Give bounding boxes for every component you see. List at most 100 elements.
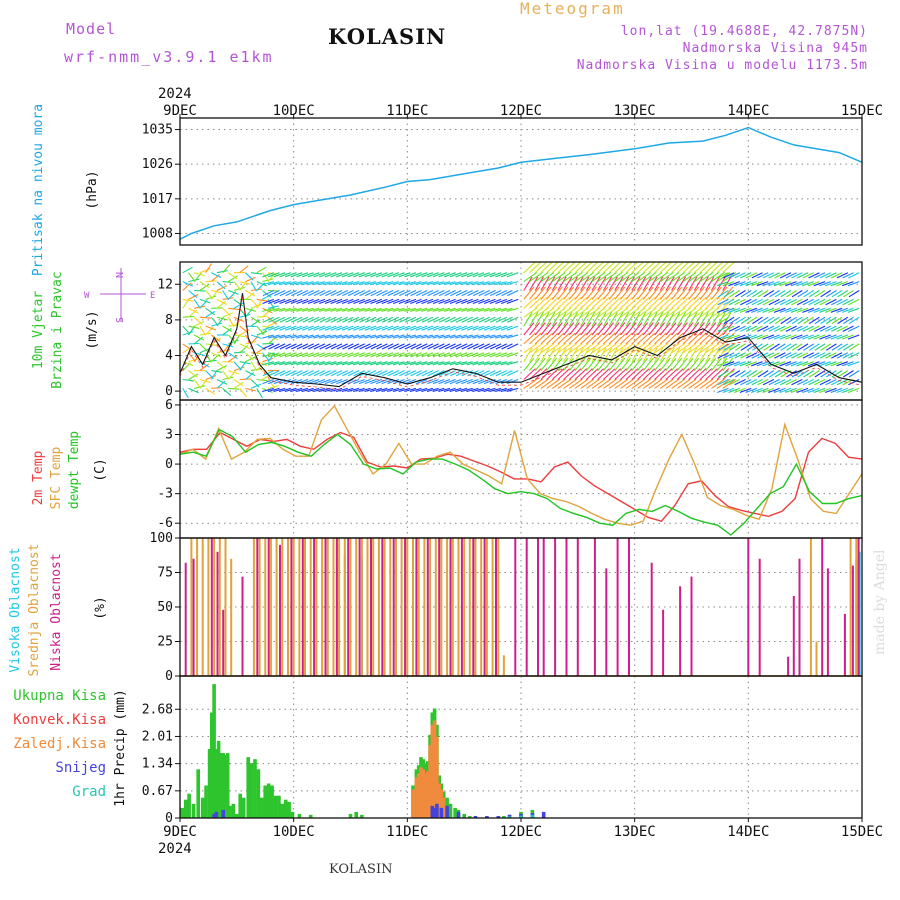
wind-arrow xyxy=(262,361,274,366)
wind-arrow xyxy=(591,368,605,380)
wind-arrow xyxy=(302,370,314,377)
wind-arrow xyxy=(370,387,382,393)
wind-arrow xyxy=(843,316,854,325)
wind-arrow xyxy=(404,316,417,323)
wind-arrow xyxy=(848,298,860,306)
wind-arrow xyxy=(625,286,637,300)
wind-arrow xyxy=(717,281,729,287)
wind-arrow xyxy=(752,290,763,298)
wind-arrow xyxy=(676,307,691,318)
wind-arrow xyxy=(659,312,669,327)
wind-arrow xyxy=(591,286,603,300)
wind-arrow xyxy=(358,387,371,393)
wind-arrow xyxy=(489,370,502,377)
wind-arrow xyxy=(808,290,820,298)
wind-arrow xyxy=(751,361,763,367)
wind-arrow xyxy=(848,379,860,386)
wind-arrow xyxy=(529,343,543,354)
wind-arrow xyxy=(540,322,552,336)
wind-arrow xyxy=(302,290,314,297)
wind-arrow xyxy=(313,316,326,323)
wind-arrow xyxy=(427,298,439,305)
wind-arrow xyxy=(472,334,485,339)
wind-arrow xyxy=(648,357,660,371)
wind-arrow xyxy=(489,272,502,278)
wind-arrow xyxy=(376,325,388,331)
wind-arrow xyxy=(347,361,360,366)
lon-lat-label: lon,lat (19.4688E, 42.7875N) xyxy=(620,24,868,39)
precip-bar xyxy=(246,757,250,818)
wind-arrow xyxy=(199,325,207,336)
wind-arrow xyxy=(296,343,309,350)
wind-arrow xyxy=(415,352,428,358)
wind-arrow xyxy=(239,361,251,365)
wind-arrow xyxy=(768,361,780,367)
wind-arrow xyxy=(233,381,244,389)
wind-arrow xyxy=(193,321,205,327)
wind-arrow xyxy=(268,298,280,305)
wind-arrow xyxy=(381,316,394,323)
wind-arrow xyxy=(194,289,206,292)
wind-arrow xyxy=(296,325,309,331)
wind-arrow xyxy=(193,379,202,389)
wind-arrow xyxy=(506,272,519,278)
wind-arrow xyxy=(847,307,860,313)
wind-arrow xyxy=(199,298,211,304)
high-cloud-axis-title: Visoka Oblacnost xyxy=(8,547,23,672)
wind-arrow xyxy=(455,343,468,350)
wind-arrow xyxy=(785,387,797,394)
wind-arrow xyxy=(642,332,656,345)
wind-arrow xyxy=(796,361,809,367)
wind-arrow xyxy=(205,290,214,300)
wind-arrow xyxy=(586,296,599,309)
wind-arrow xyxy=(665,307,680,318)
wind-arrow xyxy=(330,370,343,377)
wind-arrow xyxy=(757,370,769,378)
wind-arrow xyxy=(642,368,656,380)
wind-arrow xyxy=(836,387,848,394)
wind-arrow xyxy=(693,307,708,318)
wind-arrow xyxy=(734,334,746,340)
wind-arrow xyxy=(319,290,331,297)
wind-arrow xyxy=(250,303,262,309)
wind-arrow xyxy=(387,343,400,350)
wind-arrow xyxy=(352,281,365,286)
wind-arrow xyxy=(279,281,291,286)
wind-arrow xyxy=(500,361,513,366)
wind-arrow xyxy=(745,298,758,306)
wind-arrow xyxy=(825,343,837,351)
year-label-bottom: 2024 xyxy=(158,841,192,857)
wind-arrow xyxy=(819,361,831,367)
wind-arrow xyxy=(227,272,238,280)
precip-bar xyxy=(430,805,435,818)
wind-arrow xyxy=(740,370,752,378)
wind-arrow xyxy=(342,343,354,350)
wind-arrow xyxy=(193,334,205,341)
wind-arrow xyxy=(608,378,623,389)
wind-arrow xyxy=(847,334,860,340)
wind-arrow xyxy=(631,286,643,300)
wind-arrow xyxy=(347,387,360,393)
wind-arrow xyxy=(421,298,434,305)
wind-arrow xyxy=(330,334,343,339)
wind-arrow xyxy=(381,334,394,339)
wind-arrow xyxy=(642,276,652,291)
wind-arrow xyxy=(807,281,820,287)
wind-arrow xyxy=(421,281,434,286)
wind-arrow xyxy=(568,332,582,345)
x-tick-label-bottom: 12DEC xyxy=(500,824,542,840)
wind-arrow xyxy=(614,286,626,300)
wind-arrow xyxy=(648,343,663,354)
wind-arrow xyxy=(256,330,268,336)
wind-arrow xyxy=(654,378,669,389)
wind-arrow xyxy=(751,352,763,359)
wind-arrow xyxy=(399,316,411,323)
wind-arrow xyxy=(188,373,199,380)
low-cloud-axis-title: Niska Oblacnost xyxy=(49,553,64,670)
wind-arrow xyxy=(353,343,365,350)
wind-arrow xyxy=(831,272,843,279)
wind-arrow xyxy=(780,316,792,325)
wind-arrow xyxy=(563,357,575,371)
wind-arrow xyxy=(597,378,612,389)
wind-arrow xyxy=(757,272,769,279)
